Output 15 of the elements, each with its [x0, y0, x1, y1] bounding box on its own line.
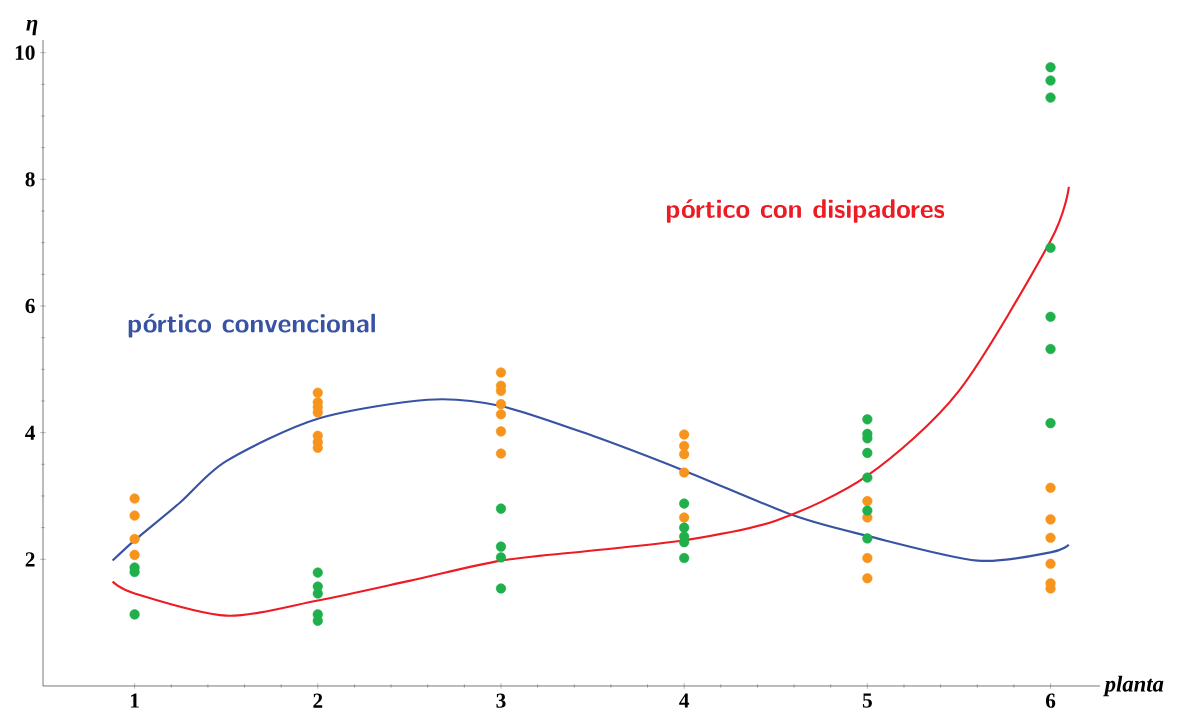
x-tick-label: 2: [313, 693, 323, 708]
y-tick-label: 2: [25, 552, 35, 567]
text: pórtico con disipadores: [666, 199, 945, 223]
x-axis-title: planta: [1103, 675, 1164, 697]
x-tick-label: 5: [862, 693, 872, 708]
x-tick-label: 1: [130, 693, 139, 708]
y-tick-label: 4: [25, 425, 36, 440]
y-tick-label: 6: [25, 298, 35, 314]
x-tick-label: 4: [679, 693, 690, 708]
text: pórtico convencional: [128, 313, 375, 338]
y-axis-title: η: [26, 19, 38, 36]
x-tick-label: 6: [1045, 693, 1056, 708]
y-tick-label: 10: [15, 45, 35, 60]
x-tick-label: 3: [496, 693, 506, 708]
y-tick-label: 8: [25, 172, 35, 187]
